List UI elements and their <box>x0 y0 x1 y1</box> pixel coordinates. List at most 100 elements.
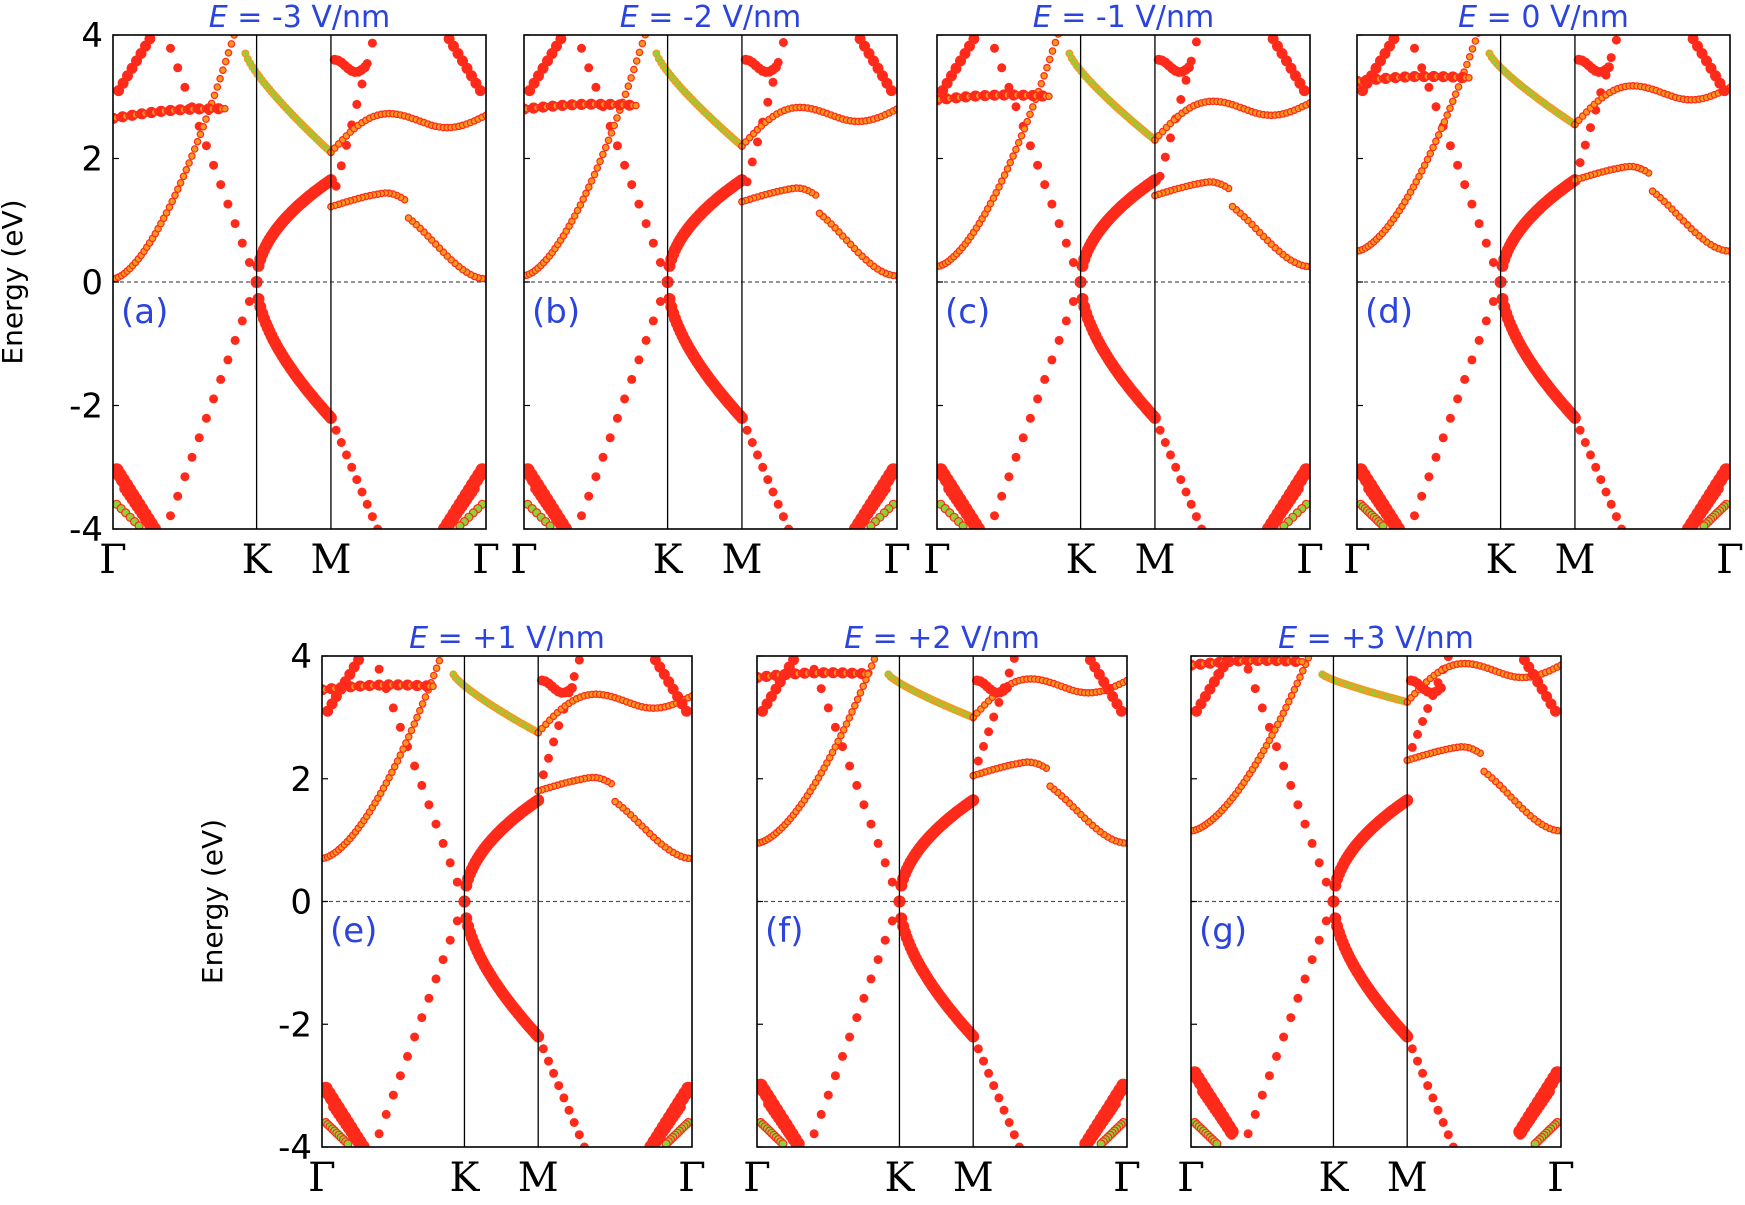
band-point <box>1423 704 1433 713</box>
band-point <box>1463 60 1471 69</box>
band-point <box>599 150 607 159</box>
band-point <box>983 24 992 33</box>
band-point <box>995 183 1003 191</box>
band-point <box>403 1051 412 1061</box>
band-point <box>989 712 999 722</box>
band-point <box>1061 316 1071 326</box>
band-point <box>873 955 883 965</box>
band-point <box>538 770 548 780</box>
band-point <box>1279 521 1289 529</box>
band-point <box>1004 1118 1014 1127</box>
band-point <box>1025 141 1035 151</box>
band-point <box>429 671 438 680</box>
panel-title: E = 0 V/nm <box>1458 0 1629 35</box>
band-point <box>1449 97 1457 106</box>
band-point <box>544 753 553 763</box>
band-point <box>237 316 247 326</box>
panel-title: E = +1 V/nm <box>409 621 605 656</box>
band-point <box>1300 819 1310 829</box>
band-point <box>1014 1142 1024 1147</box>
band-point <box>331 181 341 191</box>
band-point <box>1054 219 1064 229</box>
kpoint-label: Γ <box>472 537 500 583</box>
band-point <box>1279 761 1289 771</box>
band-point <box>1431 452 1441 462</box>
band-point <box>418 700 427 708</box>
panel-title: E = -2 V/nm <box>620 0 802 35</box>
band-point <box>1020 125 1029 133</box>
band-point <box>1287 691 1296 700</box>
band-point <box>224 48 233 57</box>
band-point <box>1155 425 1165 435</box>
band-point <box>1181 487 1191 497</box>
band-point <box>830 1071 840 1081</box>
band-point <box>1243 1129 1253 1139</box>
band-point <box>591 82 601 92</box>
band-point <box>134 521 144 529</box>
band-point <box>1518 656 1530 666</box>
panel-title: E = +3 V/nm <box>1278 621 1474 656</box>
band-point <box>443 35 455 45</box>
band-point <box>753 450 762 460</box>
band-point <box>1033 394 1043 404</box>
kpoint-label: K <box>242 537 273 583</box>
band-point <box>1037 79 1046 88</box>
band-point <box>655 297 665 306</box>
band-point <box>632 57 641 65</box>
band-point <box>758 462 768 472</box>
band-point <box>1460 180 1470 190</box>
band-point <box>792 1142 803 1147</box>
band-point <box>1443 111 1452 119</box>
band-point <box>1290 685 1299 694</box>
band-point <box>396 751 405 759</box>
band-point <box>584 491 594 501</box>
band-point <box>1285 697 1293 706</box>
band-point <box>445 858 455 868</box>
band-point <box>1160 152 1170 162</box>
band-point <box>342 450 351 460</box>
band-point <box>1181 75 1191 85</box>
band-point <box>845 714 854 722</box>
band-point <box>1304 656 1313 662</box>
band-point <box>778 1139 788 1147</box>
band-point <box>579 195 588 204</box>
band-point <box>1423 155 1432 164</box>
band-point <box>1054 335 1064 345</box>
band-point <box>598 452 608 462</box>
band-points <box>757 656 1127 1147</box>
band-point <box>1321 916 1331 926</box>
band-point <box>1212 1139 1222 1147</box>
band-point <box>194 433 204 443</box>
band-point <box>1443 1130 1453 1140</box>
band-point <box>569 1118 579 1127</box>
band-point <box>367 512 377 522</box>
band-point <box>574 1130 584 1140</box>
band-point <box>596 157 604 166</box>
band-point <box>1061 238 1071 248</box>
band-point <box>1257 1090 1267 1100</box>
band-point <box>1488 297 1498 306</box>
band-point <box>1424 472 1434 482</box>
band-point <box>1437 124 1446 133</box>
band-point <box>1025 413 1035 423</box>
kpoint-label: Γ <box>1547 1155 1575 1201</box>
band-point <box>1045 55 1054 64</box>
band-point <box>221 104 229 113</box>
band-point <box>624 82 633 91</box>
band-point <box>554 721 564 731</box>
band-point <box>1228 202 1237 211</box>
panel-label: (c) <box>945 292 990 332</box>
kpoint-label: M <box>721 537 762 583</box>
band-point <box>887 916 897 926</box>
band-point <box>848 708 856 716</box>
band-point <box>1417 491 1427 501</box>
band-point <box>1040 72 1048 80</box>
kpoint-label: M <box>1554 537 1595 583</box>
band-point <box>742 425 752 435</box>
band-point <box>1467 199 1477 209</box>
band-point <box>357 79 367 89</box>
band-point <box>859 682 868 691</box>
y-tick-label: 2 <box>81 140 103 180</box>
panel-a: 4 2 0 -2 -4 Energy (eV) Γ K M Γ E = -3 V/nm (a) <box>0 0 500 583</box>
band-point <box>538 1044 548 1054</box>
